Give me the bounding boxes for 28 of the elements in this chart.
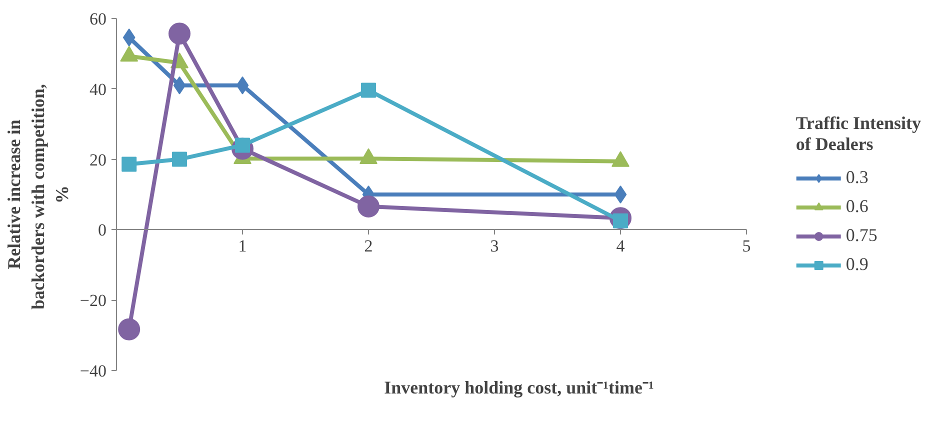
legend-label: 0.3 [846,167,868,188]
y-tick-label: 40 [90,80,106,99]
point [122,28,136,47]
x-tick-label: 5 [742,236,751,256]
legend-label: 0.75 [846,225,878,246]
x-tick-label: 2 [364,236,373,256]
point [122,156,137,172]
x-tick-label: 1 [238,236,247,256]
point [168,22,190,45]
x-tick-label: 4 [616,236,626,256]
point [614,186,627,204]
legend-label: 0.6 [846,196,868,217]
y-tick-label: −20 [80,291,107,310]
y-tick-label: −40 [80,362,107,380]
x-axis-title: Inventory holding cost, unit⁻¹time⁻¹ [384,378,654,398]
point [172,152,187,167]
legend-label: 0.9 [846,254,868,275]
y-tick-label: 20 [90,150,106,170]
point [173,76,186,94]
point [361,82,376,98]
point [236,76,249,94]
legend-title: Traffic Intensity of Dealers [796,113,921,155]
x-tick-label: 3 [490,236,499,256]
y-tick-label: 0 [98,220,106,240]
point [358,195,380,218]
y-axis-title: Relative increase in backorders with competition, % [4,84,72,310]
point [118,318,140,340]
y-tick-label: 60 [90,10,106,28]
